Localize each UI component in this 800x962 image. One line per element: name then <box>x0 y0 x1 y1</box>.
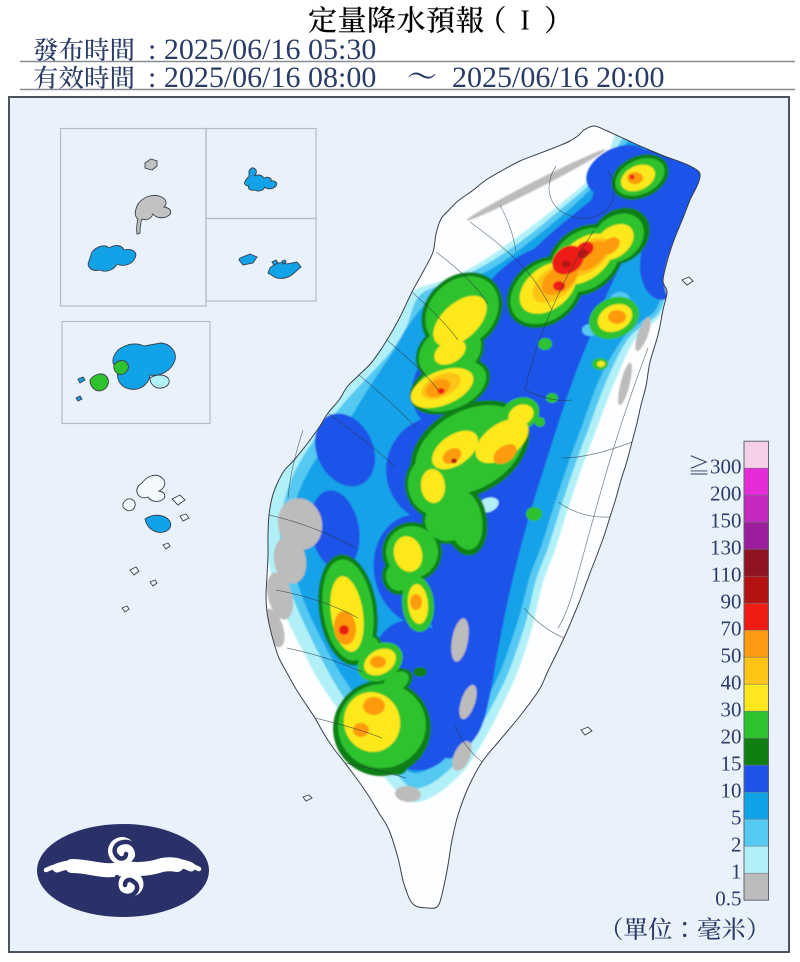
svg-text:: 2025/06/16 05:30: : 2025/06/16 05:30 <box>148 33 376 66</box>
svg-text:15: 15 <box>721 752 742 776</box>
svg-text:50: 50 <box>721 644 742 668</box>
svg-text:I: I <box>520 6 529 37</box>
svg-text:150: 150 <box>710 509 742 533</box>
svg-text:70: 70 <box>721 617 742 641</box>
svg-text:90: 90 <box>721 590 742 614</box>
svg-text:: 2025/06/16 08:00: : 2025/06/16 08:00 <box>148 61 376 94</box>
svg-text:10: 10 <box>721 779 742 803</box>
svg-text:200: 200 <box>710 482 742 506</box>
svg-text:0.5: 0.5 <box>715 887 741 911</box>
svg-text:30: 30 <box>721 698 742 722</box>
svg-text:40: 40 <box>721 671 742 695</box>
svg-text:20: 20 <box>721 725 742 749</box>
svg-text:1: 1 <box>731 860 742 884</box>
svg-text:300: 300 <box>710 455 742 479</box>
svg-text:2: 2 <box>731 833 742 857</box>
svg-text:2025/06/16 20:00: 2025/06/16 20:00 <box>452 61 665 94</box>
svg-text:130: 130 <box>710 536 742 560</box>
svg-text:110: 110 <box>711 563 742 587</box>
svg-text:5: 5 <box>731 806 742 830</box>
